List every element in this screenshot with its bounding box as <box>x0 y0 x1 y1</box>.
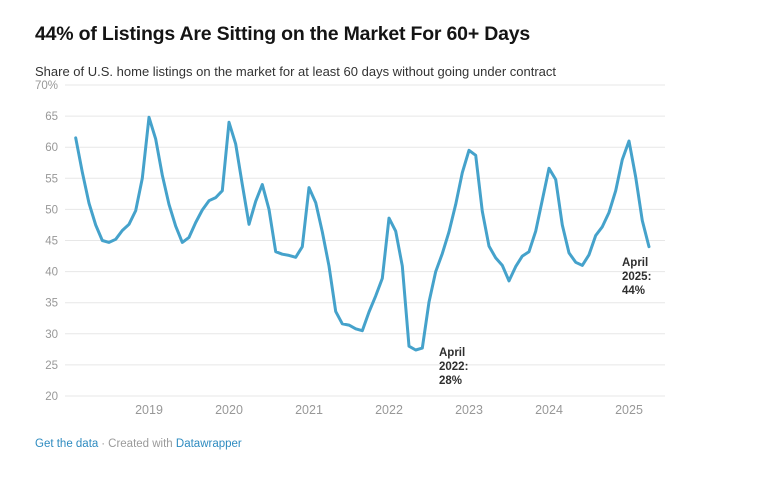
y-tick-label: 20 <box>45 391 58 403</box>
x-tick-label: 2020 <box>215 403 243 417</box>
y-tick-label: 70% <box>35 80 58 92</box>
datawrapper-link[interactable]: Datawrapper <box>175 438 242 450</box>
trend-line <box>74 115 651 352</box>
get-the-data-link[interactable]: Get the data <box>35 438 99 450</box>
footer-separator: · <box>101 438 106 450</box>
chart-footer: Get the data · Created with Datawrapper <box>35 438 242 450</box>
y-tick-label: 45 <box>45 236 58 248</box>
y-tick-label: 60 <box>45 142 58 154</box>
x-tick-label: 2023 <box>455 403 483 417</box>
x-tick-label: 2019 <box>135 403 163 417</box>
footer-credit-text: Created with <box>108 438 173 450</box>
chart-title: 44% of Listings Are Sitting on the Marke… <box>35 23 531 46</box>
y-tick-label: 30 <box>45 329 58 341</box>
x-tick-label: 2022 <box>375 403 403 417</box>
chart-subtitle: Share of U.S. home listings on the marke… <box>35 64 557 79</box>
x-tick-label: 2021 <box>295 403 323 417</box>
y-tick-label: 55 <box>45 173 58 185</box>
y-tick-label: 40 <box>45 267 58 279</box>
annotation-april-2022: April 2022: 28% <box>439 347 469 387</box>
x-tick-label: 2024 <box>535 403 563 417</box>
y-tick-label: 65 <box>45 111 58 123</box>
y-tick-label: 50 <box>45 204 58 216</box>
y-tick-label: 25 <box>45 360 58 372</box>
annotation-april-2025: April 2025: 44% <box>622 257 652 297</box>
y-tick-label: 35 <box>45 298 58 310</box>
x-tick-label: 2025 <box>615 403 643 417</box>
